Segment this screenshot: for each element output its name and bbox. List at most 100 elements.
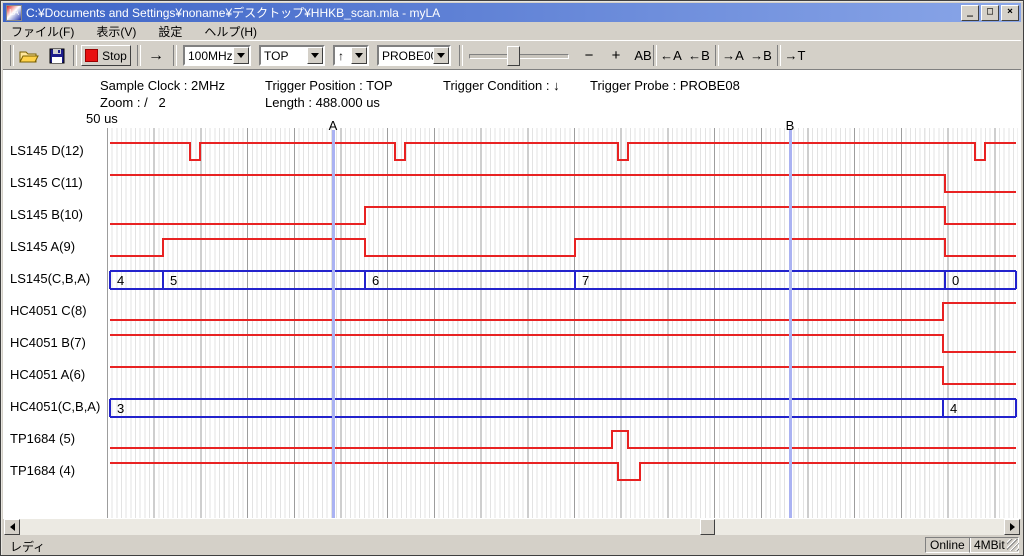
- digital-wave: [110, 142, 1016, 161]
- scroll-left-button[interactable]: [4, 519, 20, 535]
- channel-label: LS145(C,B,A): [10, 271, 91, 286]
- digital-wave: [110, 430, 1016, 449]
- scrollbar-thumb[interactable]: [700, 519, 715, 535]
- digital-wave: [110, 366, 1016, 385]
- bus-value: 0: [952, 273, 959, 288]
- marker-line-a[interactable]: [332, 130, 335, 518]
- chevron-down-icon[interactable]: [233, 47, 249, 64]
- save-button[interactable]: [45, 45, 69, 66]
- stop-square-icon: [85, 49, 99, 62]
- arrow-right-icon: [1009, 523, 1019, 531]
- goto-marker-a-left-button[interactable]: ←A: [660, 48, 682, 63]
- run-arrow-icon: →: [148, 46, 164, 64]
- trigger-position-info: Trigger Position : TOP: [265, 78, 393, 93]
- channel-label: HC4051 C(8): [10, 303, 87, 318]
- status-online-badge: Online: [925, 537, 971, 553]
- toolbar-separator: [173, 45, 177, 66]
- zoom-slider[interactable]: [469, 45, 569, 66]
- bus-value: 5: [170, 273, 177, 288]
- status-ready-text: レディ: [10, 540, 46, 554]
- toolbar-separator: [73, 45, 77, 66]
- toolbar-separator: [137, 45, 141, 66]
- digital-wave: [110, 302, 1016, 321]
- trigger-position-value: TOP: [264, 48, 289, 63]
- zoom-info: Zoom : / 2: [100, 95, 166, 110]
- probe-value: PROBE00: [382, 48, 433, 63]
- channel-label: LS145 C(11): [10, 175, 83, 190]
- channel-label: TP1684 (5): [10, 431, 76, 446]
- toolbar-separator: [653, 45, 657, 66]
- zoom-in-button[interactable]: +: [611, 47, 621, 64]
- scroll-right-button[interactable]: [1004, 519, 1020, 535]
- trigger-condition-info: Trigger Condition : ↓: [443, 78, 560, 93]
- goto-marker-b-left-button[interactable]: ←B: [688, 48, 710, 63]
- menu-file[interactable]: ファイル(F): [11, 24, 75, 39]
- zoom-ab-button[interactable]: AB: [634, 48, 652, 63]
- maximize-button[interactable]: □: [981, 4, 999, 21]
- trigger-position-select[interactable]: TOP: [259, 45, 325, 66]
- trigger-edge-value: ↑: [338, 48, 344, 63]
- digital-wave: [110, 174, 1016, 193]
- length-info: Length : 488.000 us: [265, 95, 380, 110]
- open-folder-icon: [19, 51, 39, 62]
- channel-label: HC4051(C,B,A): [10, 399, 101, 414]
- channel-label: HC4051 B(7): [10, 335, 86, 350]
- bus-value: 4: [117, 273, 124, 288]
- horizontal-scrollbar[interactable]: [4, 519, 1020, 535]
- bus-wave: [110, 398, 1016, 418]
- goto-marker-a-right-button[interactable]: →A: [722, 48, 744, 63]
- chevron-down-icon[interactable]: [433, 47, 449, 64]
- window-title: C:¥Documents and Settings¥noname¥デスクトップ¥…: [26, 6, 441, 20]
- marker-line-b[interactable]: [789, 130, 792, 518]
- digital-wave: [110, 238, 1016, 257]
- menu-bar: ファイル(F) 表示(V) 設定 ヘルプ(H): [3, 22, 1021, 40]
- close-button[interactable]: ×: [1001, 4, 1019, 21]
- plot-area[interactable]: [107, 128, 1018, 518]
- waveform-svg: 4 5 6 7 0 3 4: [109, 142, 1017, 481]
- marker-label-a: A: [328, 118, 338, 133]
- bus-wave: [110, 270, 1016, 290]
- menu-settings[interactable]: 設定: [158, 24, 183, 39]
- menu-help[interactable]: ヘルプ(H): [204, 24, 258, 39]
- trigger-probe-info: Trigger Probe : PROBE08: [590, 78, 740, 93]
- channel-label: LS145 D(12): [10, 143, 84, 158]
- channel-label: HC4051 A(6): [10, 367, 86, 382]
- bus-value: 4: [950, 401, 957, 416]
- bus-value: 3: [117, 401, 124, 416]
- time-scale-label: 50 us: [86, 111, 118, 126]
- clock-select[interactable]: 100MHz: [183, 45, 251, 66]
- sample-clock-info: Sample Clock : 2MHz: [100, 78, 225, 93]
- app-icon: LA: [6, 4, 22, 21]
- clock-value: 100MHz: [188, 48, 233, 63]
- title-bar: LA C:¥Documents and Settings¥noname¥デスクト…: [3, 3, 1021, 22]
- status-bar: レディ Online 4MBit: [3, 536, 1021, 554]
- goto-marker-b-right-button[interactable]: →B: [750, 48, 772, 63]
- goto-trigger-button[interactable]: →T: [784, 48, 806, 63]
- save-floppy-icon: [49, 48, 65, 63]
- minimize-button[interactable]: _: [961, 4, 979, 21]
- channel-label: TP1684 (4): [10, 463, 76, 478]
- run-button[interactable]: →: [143, 45, 169, 66]
- chevron-down-icon[interactable]: [307, 47, 323, 64]
- zoom-slider-thumb[interactable]: [507, 46, 520, 66]
- channel-label: LS145 B(10): [10, 207, 83, 222]
- channel-label: LS145 A(9): [10, 239, 76, 254]
- probe-select[interactable]: PROBE00: [377, 45, 451, 66]
- stop-button[interactable]: Stop: [81, 45, 131, 66]
- toolbar-gripper: [10, 45, 14, 66]
- toolbar-separator: [777, 45, 781, 66]
- toolbar: Stop → 100MHz TOP ↑ PROBE00 − + A: [3, 40, 1021, 71]
- bus-value: 6: [372, 273, 379, 288]
- trigger-edge-select[interactable]: ↑: [333, 45, 369, 66]
- toolbar-separator: [715, 45, 719, 66]
- arrow-left-icon: [6, 523, 15, 531]
- zoom-out-button[interactable]: −: [584, 47, 594, 64]
- digital-wave: [110, 462, 1016, 481]
- resize-grip[interactable]: [1007, 539, 1019, 551]
- bus-value: 7: [582, 273, 589, 288]
- open-file-button[interactable]: [17, 45, 41, 66]
- menu-view[interactable]: 表示(V): [96, 24, 137, 39]
- marker-label-b: B: [785, 118, 795, 133]
- chevron-down-icon[interactable]: [351, 47, 367, 64]
